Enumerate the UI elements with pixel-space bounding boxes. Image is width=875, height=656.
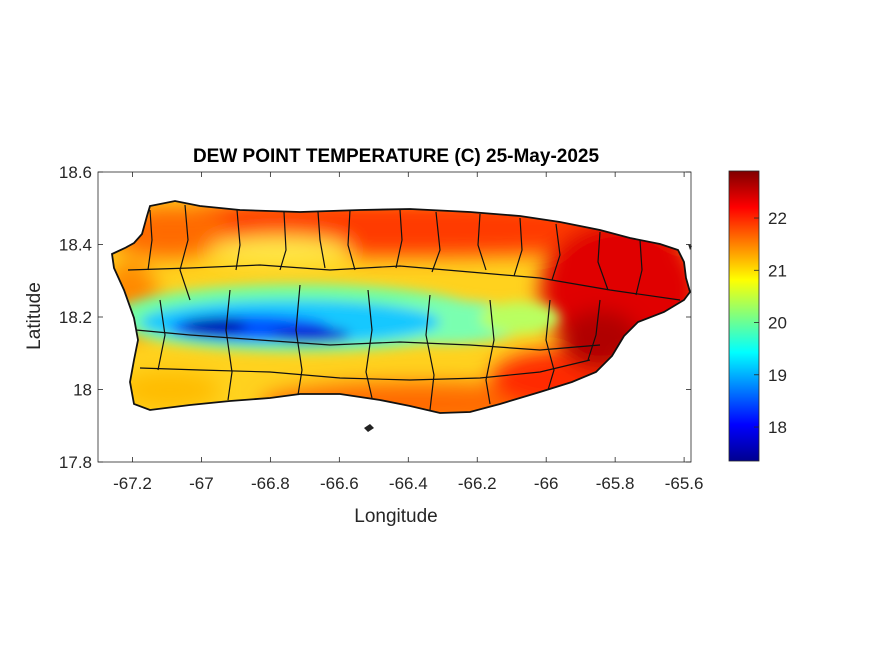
x-tick-label: -67 xyxy=(189,474,214,493)
colorbar-tick-label: 18 xyxy=(768,418,787,437)
colorbar-tick-label: 22 xyxy=(768,209,787,228)
municipality-boundaries xyxy=(127,204,681,411)
x-tick-label: -66.4 xyxy=(389,474,428,493)
x-tick-label: -67.2 xyxy=(113,474,152,493)
y-tick-label: 18 xyxy=(73,381,92,400)
y-tick-label: 18.2 xyxy=(59,308,92,327)
caja-de-muertos-island xyxy=(364,424,374,432)
colorbar-ticks: 22 21 20 19 18 xyxy=(754,209,787,437)
colorbar-tick-label: 20 xyxy=(768,314,787,333)
y-axis: 18.6 18.4 18.2 18 17.8 xyxy=(59,163,691,472)
x-tick-label: -66.8 xyxy=(251,474,290,493)
coastline xyxy=(111,200,691,414)
colorbar xyxy=(728,170,760,462)
x-tick-label: -65.8 xyxy=(596,474,635,493)
y-axis-label: Latitude xyxy=(24,282,45,350)
x-axis: -67.2 -67 -66.8 -66.6 -66.4 -66.2 -66 -65.8 -65.… xyxy=(113,172,703,493)
x-tick-label: -66.2 xyxy=(458,474,497,493)
colorbar-tick-label: 21 xyxy=(768,261,787,280)
x-axis-label: Longitude xyxy=(354,506,437,527)
y-tick-label: 18.4 xyxy=(59,236,92,255)
x-tick-label: -65.6 xyxy=(665,474,704,493)
y-tick-label: 18.6 xyxy=(59,163,92,182)
dewpoint-field xyxy=(112,201,690,413)
y-tick-label: 17.8 xyxy=(59,453,92,472)
colorbar-tick-label: 19 xyxy=(768,366,787,385)
x-tick-label: -66 xyxy=(534,474,559,493)
x-tick-label: -66.6 xyxy=(320,474,359,493)
islet-northeast xyxy=(688,244,692,250)
chart-title: DEW POINT TEMPERATURE (C) 25-May-2025 xyxy=(193,146,600,167)
